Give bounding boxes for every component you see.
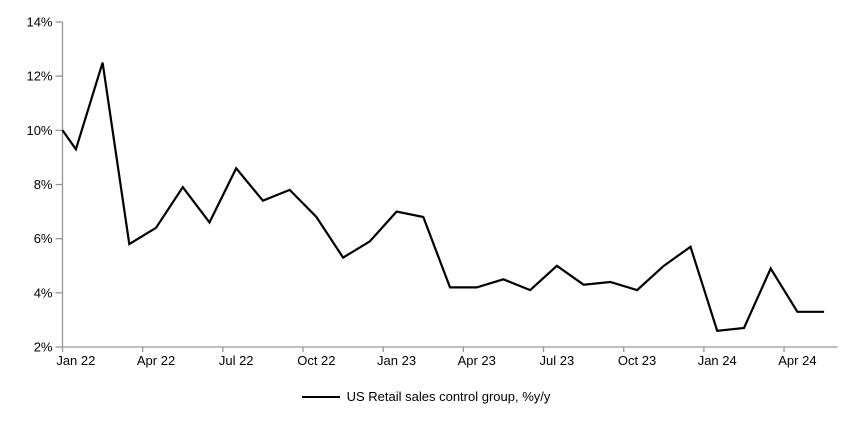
x-axis-label: Apr 22: [137, 353, 175, 368]
y-axis-label: 10%: [26, 123, 52, 138]
legend-label: US Retail sales control group, %y/y: [346, 389, 551, 404]
legend: US Retail sales control group, %y/y: [0, 389, 852, 404]
x-axis-label: Jan 23: [377, 353, 416, 368]
x-axis-label: Apr 24: [778, 353, 816, 368]
y-axis-label: 14%: [26, 15, 52, 30]
y-axis-label: 8%: [34, 177, 53, 192]
legend-line-sample: [301, 395, 340, 398]
x-axis-label: Oct 22: [297, 353, 335, 368]
x-axis-label: Apr 23: [458, 353, 496, 368]
x-axis-label: Oct 23: [618, 353, 656, 368]
y-axis-label: 4%: [34, 285, 53, 300]
series-line: [61, 62, 825, 332]
x-axis-label: Jul 23: [540, 353, 575, 368]
x-axis-label: Jul 22: [219, 353, 254, 368]
x-axis-label: Jan 24: [698, 353, 737, 368]
y-axis-label: 12%: [26, 69, 52, 84]
y-axis-label: 6%: [34, 231, 53, 246]
plot-area: 14% 12% 10% 8% 6% 4% 2%Jan 22 Apr 22 Jul 22 Oct 2…: [26, 15, 838, 368]
y-axis-label: 2%: [34, 340, 53, 355]
x-axis-label: Jan 22: [56, 353, 95, 368]
